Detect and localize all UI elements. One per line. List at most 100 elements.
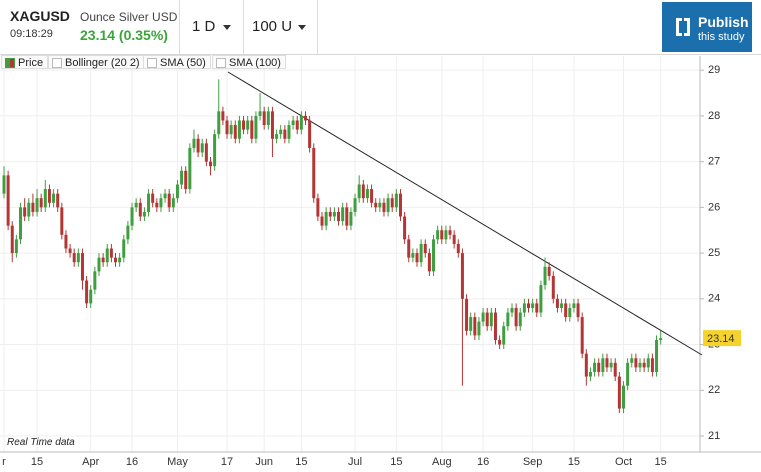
time: 09:18:29 bbox=[10, 28, 53, 40]
y-tick-label: 22 bbox=[708, 384, 720, 396]
candle-body bbox=[308, 120, 312, 148]
candle-body bbox=[233, 125, 237, 139]
candle-body bbox=[60, 207, 64, 235]
x-tick-label: Jul bbox=[348, 456, 362, 468]
candle-body bbox=[506, 312, 510, 327]
trend-line bbox=[227, 71, 703, 356]
candle-body bbox=[337, 211, 341, 222]
last-price-label: 23.14 bbox=[707, 333, 735, 345]
candle-body bbox=[630, 358, 634, 363]
candle-body bbox=[97, 257, 101, 272]
candle-body bbox=[89, 289, 93, 304]
candle-body bbox=[522, 303, 526, 313]
candle-body bbox=[159, 198, 163, 208]
y-tick-label: 23 bbox=[708, 338, 720, 350]
publish-icon bbox=[676, 18, 690, 36]
legend-item[interactable]: SMA (100) bbox=[212, 55, 286, 69]
candle-body bbox=[419, 243, 423, 263]
x-tick-label: Jun bbox=[255, 456, 273, 468]
candle-body bbox=[444, 230, 448, 240]
symbol: XAGUSD bbox=[10, 8, 70, 24]
candle-body bbox=[510, 307, 514, 313]
candle-body bbox=[502, 326, 506, 345]
candle-body bbox=[394, 193, 398, 208]
candle-body bbox=[560, 303, 564, 308]
candle-body bbox=[588, 371, 592, 377]
interval-dropdown[interactable]: 1 D bbox=[180, 0, 244, 54]
candle-body bbox=[320, 216, 324, 226]
publish-sub: this study bbox=[698, 31, 745, 43]
legend-item[interactable]: SMA (50) bbox=[143, 55, 211, 69]
candle-body bbox=[349, 211, 353, 226]
candle-body bbox=[31, 202, 35, 212]
y-tick-label: 29 bbox=[708, 64, 720, 76]
units-dropdown[interactable]: 100 U bbox=[244, 0, 318, 54]
y-tick-label: 28 bbox=[708, 110, 720, 122]
candle-body bbox=[386, 198, 390, 212]
candle-body bbox=[374, 202, 378, 208]
candle-body bbox=[617, 376, 621, 409]
candle-body bbox=[485, 312, 489, 327]
footnote: Real Time data bbox=[7, 437, 75, 448]
legend-label: SMA (100) bbox=[229, 57, 281, 69]
candle-body bbox=[498, 339, 502, 345]
grid bbox=[0, 56, 700, 452]
candle-body bbox=[85, 280, 89, 304]
candle-body bbox=[650, 358, 654, 372]
candle-body bbox=[2, 175, 6, 194]
x-tick-label: 16 bbox=[126, 456, 138, 468]
candle-body bbox=[39, 198, 43, 208]
candle-body bbox=[638, 362, 642, 368]
candle-body bbox=[101, 257, 105, 263]
candle-body bbox=[14, 239, 18, 254]
publish-button[interactable]: Publish this study bbox=[662, 2, 752, 52]
candle-body bbox=[270, 111, 274, 139]
candle-body bbox=[659, 338, 663, 340]
candle-body bbox=[609, 362, 613, 368]
candle-body bbox=[551, 275, 555, 299]
candle-body bbox=[279, 129, 283, 135]
candle-body bbox=[262, 111, 266, 126]
candle-body bbox=[555, 298, 559, 308]
candle-body bbox=[122, 239, 126, 258]
candle-body bbox=[423, 243, 427, 254]
legend-label: Bollinger (20 2) bbox=[65, 57, 140, 69]
candle-body bbox=[460, 253, 464, 299]
dropdown-arrow bbox=[298, 25, 306, 30]
y-tick-label: 24 bbox=[708, 293, 720, 305]
candle-body bbox=[411, 253, 415, 258]
candle-body bbox=[291, 120, 295, 126]
candle-body bbox=[221, 111, 225, 121]
legend-label: Price bbox=[18, 57, 44, 69]
candle-body bbox=[188, 147, 192, 190]
candle-body bbox=[481, 312, 485, 322]
legend-item[interactable]: Price bbox=[1, 55, 49, 69]
candle-body bbox=[477, 321, 481, 336]
candle-body bbox=[184, 170, 188, 190]
candle-body bbox=[225, 120, 229, 135]
candle-body bbox=[432, 239, 436, 272]
x-tick-label: Aug bbox=[432, 456, 452, 468]
candle-body bbox=[514, 307, 518, 327]
candle-body bbox=[547, 266, 551, 276]
candle-body bbox=[390, 198, 394, 208]
candle-body bbox=[415, 253, 419, 263]
candle-body bbox=[134, 202, 138, 208]
candle-body bbox=[6, 175, 10, 226]
interval: 1 D bbox=[192, 18, 216, 35]
candle-body bbox=[440, 230, 444, 240]
candle-body bbox=[43, 189, 47, 208]
legend-item[interactable]: Bollinger (20 2) bbox=[48, 55, 145, 69]
x-tick-label: 15 bbox=[568, 456, 580, 468]
candle-body bbox=[312, 147, 316, 199]
x-tick-label: 15 bbox=[31, 456, 43, 468]
candle-body bbox=[626, 362, 630, 386]
y-tick-label: 25 bbox=[708, 247, 720, 259]
x-tick-label: May bbox=[167, 456, 188, 468]
candle-body bbox=[56, 193, 60, 208]
last-price-box bbox=[703, 330, 741, 347]
y-tick-label: 21 bbox=[708, 430, 720, 442]
candle-body bbox=[126, 225, 130, 240]
candle-body bbox=[584, 353, 588, 377]
